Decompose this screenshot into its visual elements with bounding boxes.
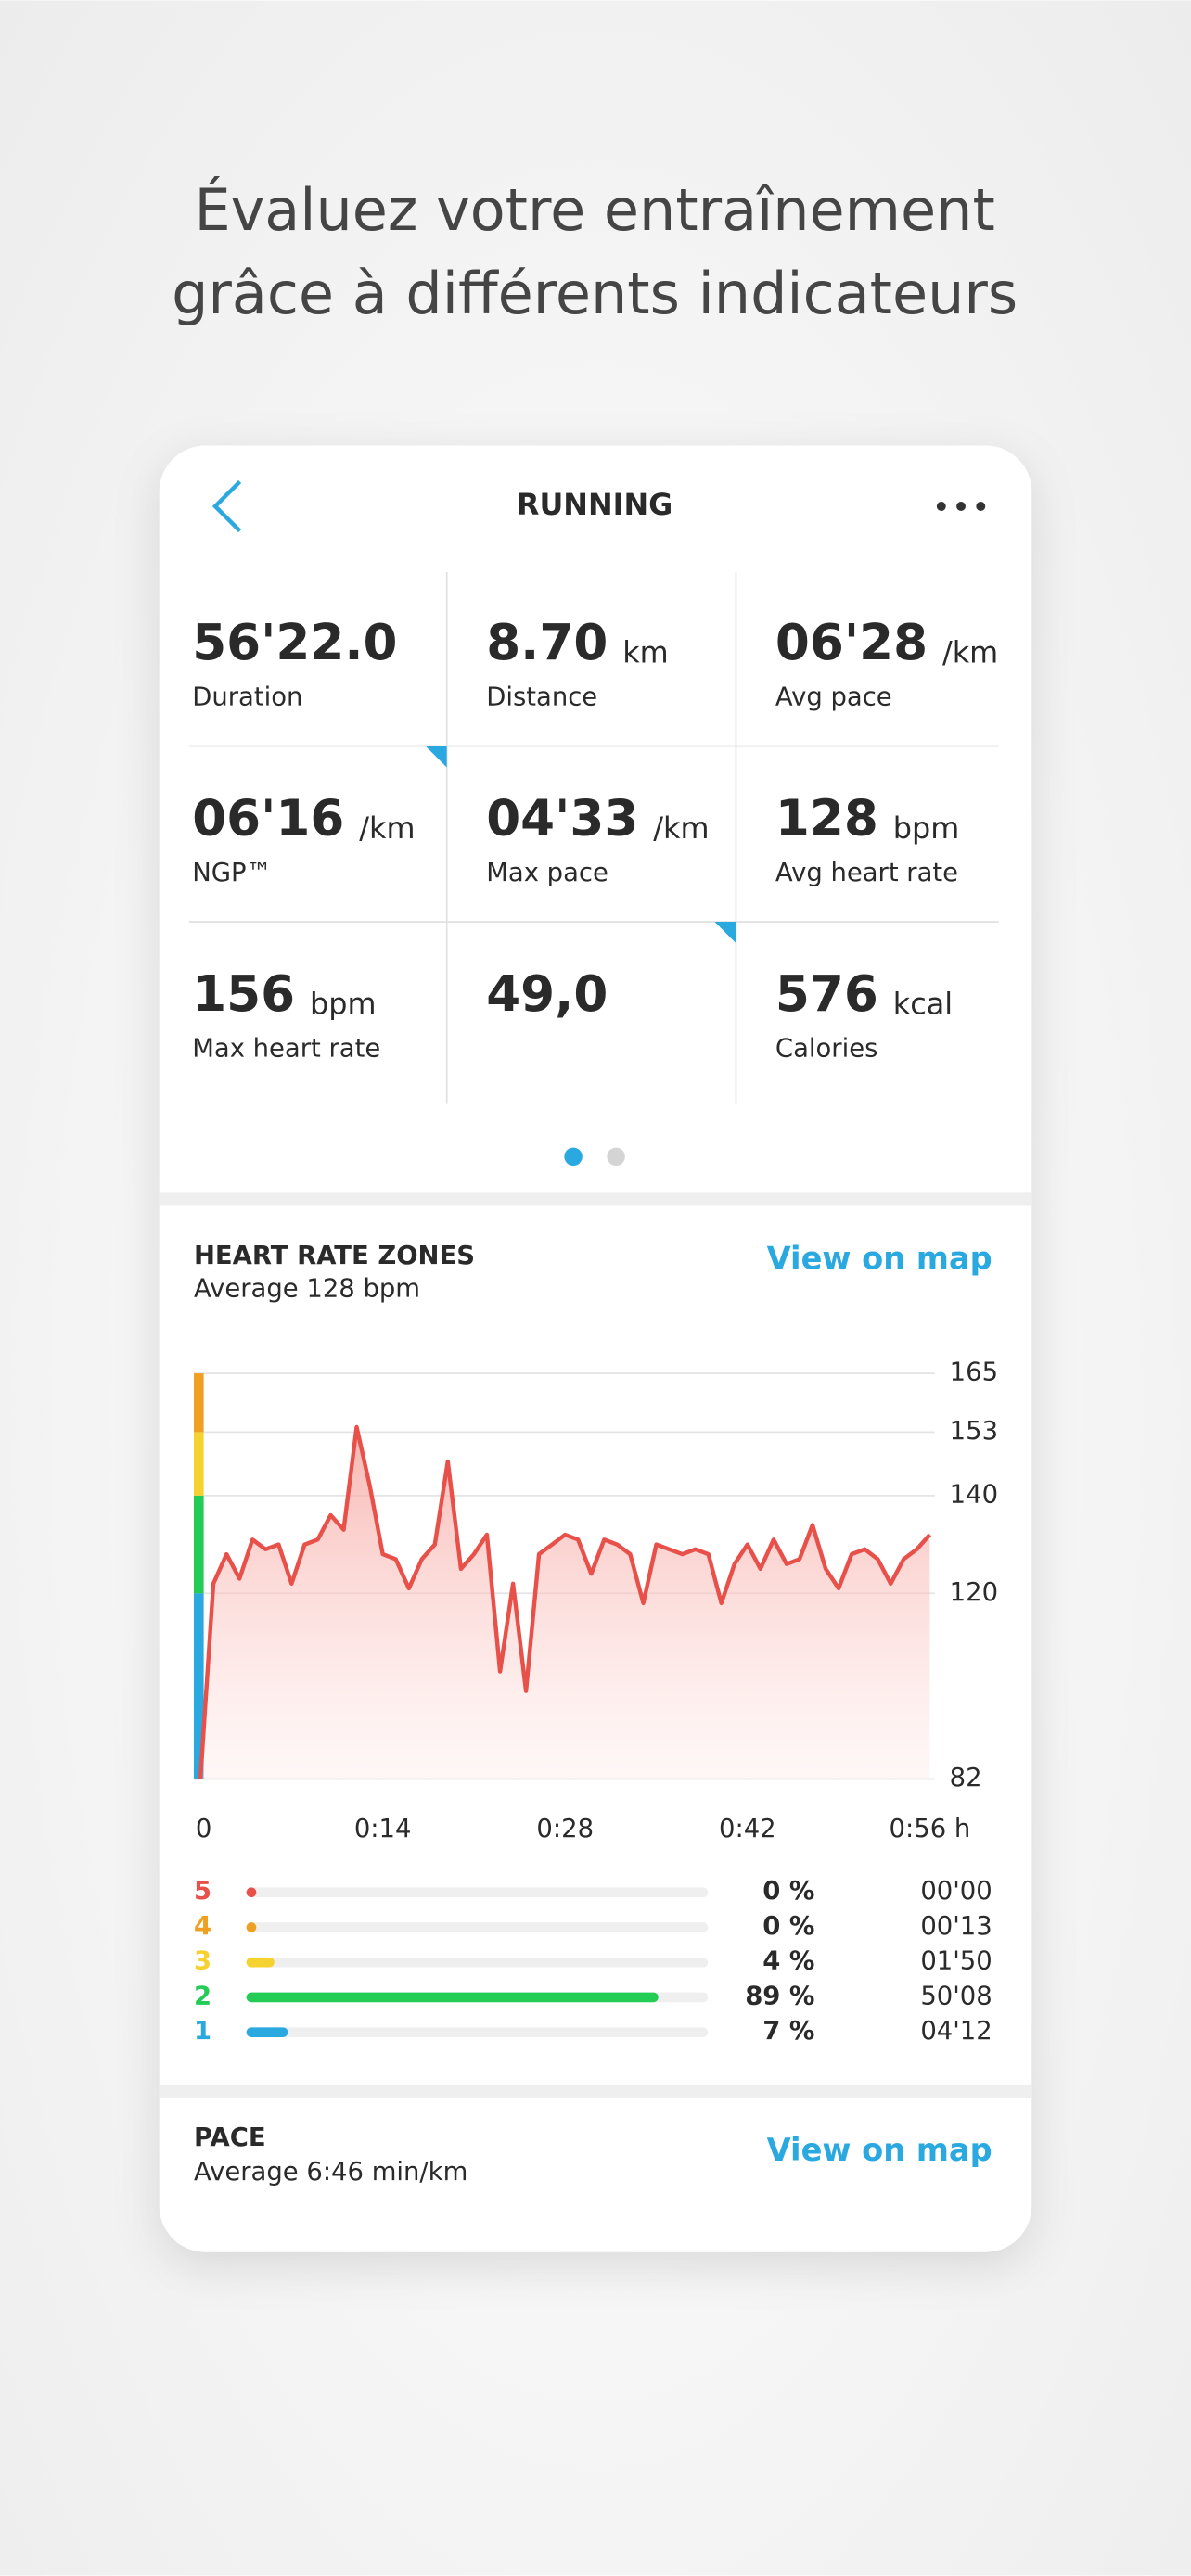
page-dot[interactable] [607,1147,625,1167]
zone-band [193,1495,204,1594]
corner-marker [714,922,736,944]
view-on-map[interactable]: View on map [767,1240,992,1276]
zone-number: 2 [194,1982,211,2010]
metric-unit: /km [942,634,998,670]
zone-time: 01'50 [920,1947,992,1976]
zone-band [193,1593,204,1779]
zone-time: 00'00 [920,1877,992,1906]
metric-value: 8.70 [486,614,608,671]
back-button[interactable] [211,479,242,533]
x-tick-label: 0:42 [719,1815,776,1843]
y-tick-label: 153 [950,1417,998,1446]
metric-value: 576 [775,965,878,1023]
metric-value: 06'16 [192,790,344,848]
section-subtitle: Average 6:46 min/km [194,2158,467,2187]
zone-time: 04'12 [920,2017,992,2046]
metric-value: 49,0 [486,965,608,1023]
metric-label: Max heart rate [192,1035,380,1064]
y-tick-label: 165 [950,1358,998,1387]
zone-number: 5 [194,1877,211,1906]
zone-percent: 4 % [762,1947,814,1976]
x-tick-label: 0:56 h [890,1815,971,1843]
metric-unit: /km [653,810,709,846]
zone-time: 00'13 [920,1912,992,1941]
hr-area [200,1427,930,1779]
metric-value: 128 [775,790,878,848]
metric-grid [188,571,999,1104]
page-dot-active[interactable] [564,1147,583,1167]
metric-label: Avg heart rate [775,859,958,887]
metric-label: Calories [775,1035,877,1064]
section-subtitle: Average 128 bpm [194,1274,420,1303]
metric-unit: km [622,634,669,670]
metric-unit: bpm [310,986,376,1021]
metric-label: NGP™ [192,859,272,887]
zone-number: 3 [194,1947,211,1976]
zone-percent: 7 % [762,2017,814,2046]
separator [159,2084,1032,2098]
metric-unit: /km [359,810,415,846]
zone-number: 4 [194,1912,211,1941]
metric-label: Distance [486,683,597,712]
zone-number: 1 [194,2017,211,2046]
view-on-map[interactable]: View on map [767,2132,992,2168]
zone-percent: 89 % [745,1982,814,2010]
y-tick-label: 140 [950,1480,998,1509]
zone-band [193,1373,204,1433]
zone-band [193,1432,204,1496]
zone-percent: 0 % [762,1877,814,1906]
metric-value: 156 [192,965,295,1023]
y-tick-label: 82 [950,1764,982,1792]
card [159,445,1032,2252]
section-title: PACE [194,2123,266,2152]
hr-line [198,1424,932,1779]
metric-value: 56'22.0 [192,614,397,671]
separator [159,1192,1032,1206]
corner-marker [425,746,447,768]
more-button[interactable] [936,502,986,511]
metric-unit: bpm [893,810,959,846]
y-tick-label: 120 [950,1578,998,1607]
nav-title: RUNNING [517,487,672,522]
metric-label: Duration [192,683,302,712]
x-tick-label: 0 [196,1815,211,1843]
metric-value: 06'28 [775,614,928,671]
metric-value: 04'33 [486,790,638,848]
metric-unit: kcal [893,986,953,1021]
zone-time: 50'08 [920,1982,992,2010]
metric-label: Avg pace [775,683,892,712]
headline: grâce à différents indicateurs [172,260,1018,327]
zone-percent: 0 % [762,1912,814,1941]
x-tick-label: 0:14 [354,1815,412,1843]
section-title: HEART RATE ZONES [194,1242,475,1270]
metric-label: Max pace [486,859,608,887]
headline: Évaluez votre entraînement [194,176,994,244]
x-tick-label: 0:28 [536,1815,594,1843]
